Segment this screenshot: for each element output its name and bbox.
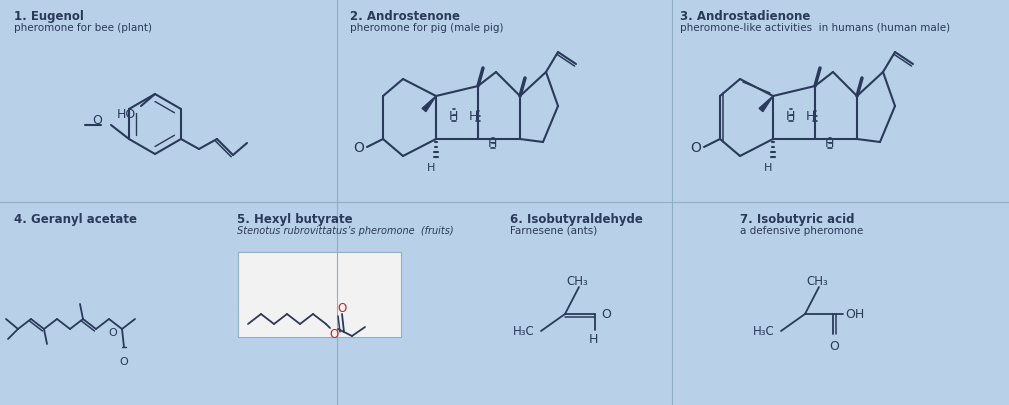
Text: H: H: [468, 110, 477, 123]
Text: pheromone for bee (plant): pheromone for bee (plant): [14, 23, 152, 33]
Text: H: H: [427, 162, 435, 173]
Text: 7. Isobutyric acid: 7. Isobutyric acid: [740, 213, 855, 226]
Text: 3. Androstadienone: 3. Androstadienone: [680, 10, 810, 23]
Text: 1. Eugenol: 1. Eugenol: [14, 10, 84, 23]
Text: O: O: [92, 113, 102, 126]
Text: H₃C: H₃C: [754, 325, 775, 338]
Text: O: O: [329, 328, 339, 341]
Polygon shape: [759, 97, 773, 112]
Text: 5. Hexyl butyrate: 5. Hexyl butyrate: [237, 213, 352, 226]
Text: OH: OH: [845, 308, 865, 321]
Text: O: O: [601, 308, 610, 321]
Text: a defensive pheromone: a defensive pheromone: [740, 226, 864, 235]
Text: pheromone for pig (male pig): pheromone for pig (male pig): [350, 23, 503, 33]
Text: 6. Isobutyraldehyde: 6. Isobutyraldehyde: [510, 213, 643, 226]
Text: H: H: [824, 137, 833, 150]
Text: O: O: [690, 141, 701, 155]
Text: Stenotus rubrovittatus’s pheromone  (fruits): Stenotus rubrovittatus’s pheromone (frui…: [237, 226, 454, 235]
Text: H: H: [805, 110, 814, 123]
Text: Farnesene (ants): Farnesene (ants): [510, 226, 597, 235]
Text: 2. Androstenone: 2. Androstenone: [350, 10, 460, 23]
Text: O: O: [109, 327, 117, 337]
Text: H: H: [487, 137, 496, 150]
Text: CH₃: CH₃: [806, 274, 827, 287]
Text: O: O: [829, 339, 838, 352]
Text: O: O: [120, 356, 128, 366]
Text: H₃C: H₃C: [514, 325, 535, 338]
Text: H: H: [588, 332, 597, 345]
Text: O: O: [353, 141, 364, 155]
Text: CH₃: CH₃: [566, 274, 588, 287]
Text: O: O: [337, 302, 347, 315]
Text: H: H: [785, 110, 795, 123]
Text: 4. Geranyl acetate: 4. Geranyl acetate: [14, 213, 137, 226]
Bar: [238, 252, 401, 337]
Text: H: H: [448, 110, 458, 123]
Text: HO: HO: [117, 108, 136, 121]
Text: pheromone-like activities  in humans (human male): pheromone-like activities in humans (hum…: [680, 23, 950, 33]
Text: H: H: [764, 162, 772, 173]
Polygon shape: [422, 97, 436, 112]
